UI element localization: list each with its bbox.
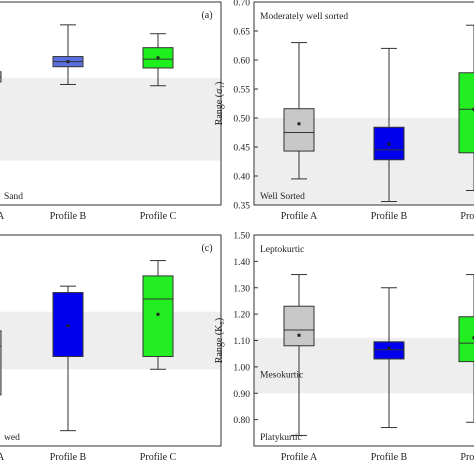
box-body xyxy=(142,275,174,357)
y-tick-label: 0.45 xyxy=(233,144,250,154)
reference-band xyxy=(254,337,474,394)
reference-band xyxy=(0,311,221,370)
box-body xyxy=(458,72,474,154)
panel-label: (c) xyxy=(201,243,212,254)
x-tick-label: Profile B xyxy=(371,211,408,222)
box-0 xyxy=(283,42,315,180)
y-tick-label: 1.10 xyxy=(233,337,250,347)
reference-band xyxy=(0,78,221,161)
plot-frame xyxy=(0,234,222,447)
x-tick-label: Profile A xyxy=(0,211,5,222)
box-1 xyxy=(373,287,405,429)
annotation: Leptokurtic xyxy=(260,245,304,255)
x-tick-label: Profile B xyxy=(50,211,87,222)
y-tick-label: 0.90 xyxy=(233,390,250,400)
mean-marker xyxy=(297,122,301,126)
y-axis-label: Range (K₆) xyxy=(214,318,225,363)
annotation: Mesokurtic xyxy=(260,370,303,380)
annotation: Moderately well sorted xyxy=(260,12,348,22)
panel-label: (a) xyxy=(201,10,212,21)
x-tick-label: Profile B xyxy=(371,452,408,463)
panel-3: (c) wed Profile A Profile B Profile C xyxy=(0,234,222,463)
y-axis-label: Range (σ₁) xyxy=(214,82,225,126)
annotation: Platykurtic xyxy=(260,433,302,443)
x-tick-label: Profile A xyxy=(281,452,318,463)
box-1 xyxy=(373,47,405,203)
box-2 xyxy=(142,260,174,370)
box-2 xyxy=(458,24,474,191)
box-body xyxy=(0,330,2,396)
panel-1: (a) Sand Profile A Profile B Profile C xyxy=(0,1,222,222)
y-tick-label: 1.30 xyxy=(233,284,250,294)
box-2 xyxy=(458,274,474,423)
mean-marker xyxy=(387,142,391,146)
y-tick-label: 0.50 xyxy=(233,115,250,125)
mean-marker xyxy=(66,60,70,64)
box-1 xyxy=(52,24,84,85)
x-tick-label: Profile C xyxy=(140,452,177,463)
annotation: Well Sorted xyxy=(260,192,305,202)
y-tick-label: 1.40 xyxy=(233,258,250,268)
box-0 xyxy=(0,330,2,396)
mean-marker xyxy=(156,312,160,316)
x-tick-label: Profile B xyxy=(50,452,87,463)
box-body xyxy=(373,341,405,360)
box-0 xyxy=(0,71,2,83)
box-0 xyxy=(283,274,315,436)
panel-2: 0.35 0.40 0.45 0.50 0.55 0.60 0.65 0.70 Range (σ… xyxy=(214,0,474,222)
annotation: wed xyxy=(4,433,20,443)
y-tick-label: 0.70 xyxy=(233,0,250,9)
x-tick-label: Profile xyxy=(460,211,474,222)
plot-frame xyxy=(253,1,474,206)
x-tick-label: Profile A xyxy=(0,452,5,463)
x-tick-label: Profile A xyxy=(281,211,318,222)
y-tick-label: 0.55 xyxy=(233,86,250,96)
box-body xyxy=(283,305,315,347)
box-2 xyxy=(142,33,174,87)
mean-marker xyxy=(156,56,160,60)
y-tick-label: 1.50 xyxy=(233,232,250,242)
mean-marker xyxy=(387,346,391,350)
plot-frame xyxy=(0,1,222,206)
y-tick-label: 0.35 xyxy=(233,202,250,212)
y-tick-label: 1.20 xyxy=(233,311,250,321)
y-tick-label: 1.00 xyxy=(233,363,250,373)
mean-marker xyxy=(66,324,70,328)
y-tick-label: 0.80 xyxy=(233,416,250,426)
y-tick-label: 0.60 xyxy=(233,57,250,67)
box-1 xyxy=(52,285,84,432)
y-tick-label: 0.40 xyxy=(233,173,250,183)
x-tick-label: Profile C xyxy=(140,211,177,222)
x-tick-label: Profile xyxy=(460,452,474,463)
annotation: Sand xyxy=(4,192,23,202)
y-tick-label: 0.65 xyxy=(233,28,250,38)
mean-marker xyxy=(472,336,474,340)
box-body xyxy=(283,108,315,152)
mean-marker xyxy=(297,333,301,337)
panel-4: 0.80 0.90 1.00 1.10 1.20 1.30 1.40 1.50 Range (K… xyxy=(214,232,474,463)
box-body xyxy=(458,316,474,363)
mean-marker xyxy=(472,107,474,111)
